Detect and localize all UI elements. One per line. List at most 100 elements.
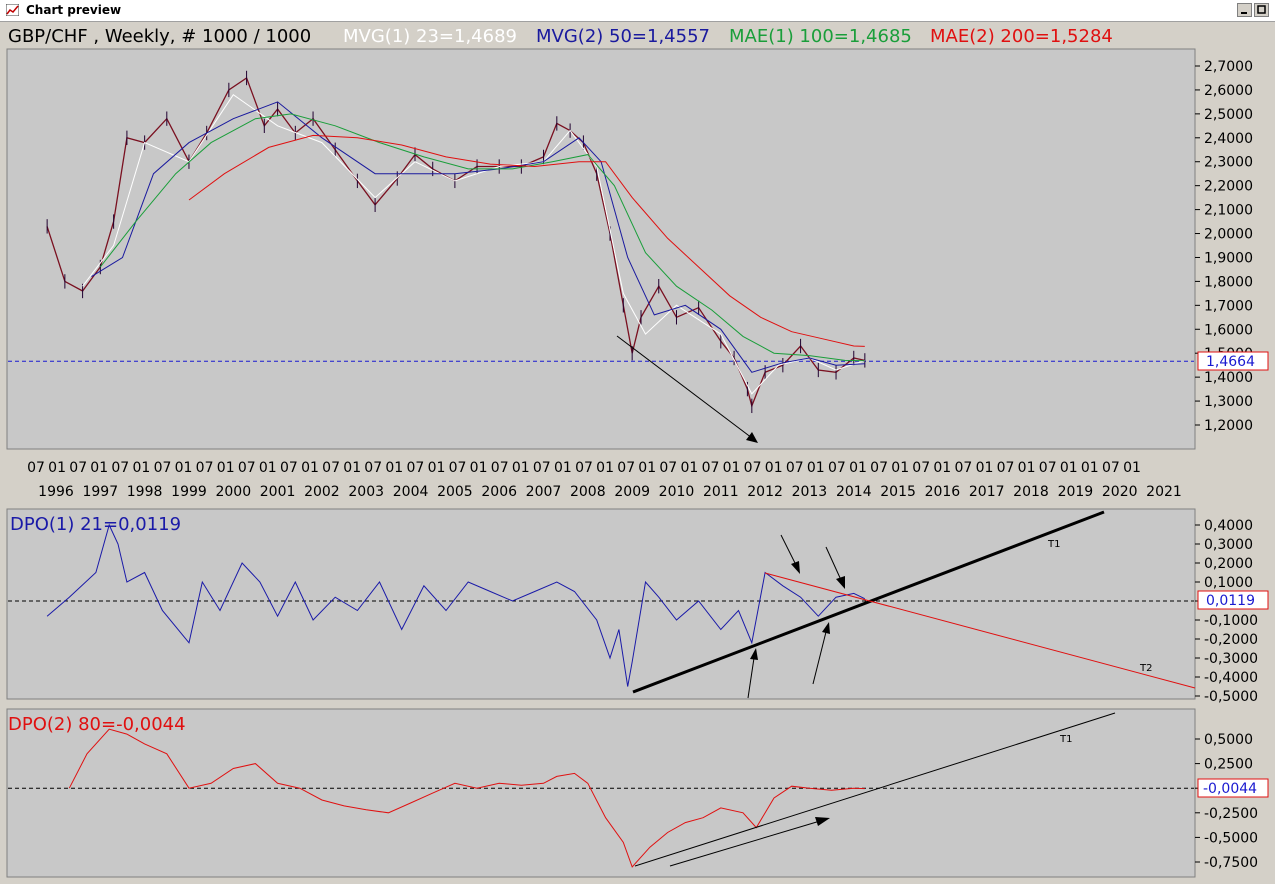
month-tick-label: 01 [48,460,66,476]
price-header-mae1: MAE(1) 100=1,4685 [729,26,912,47]
month-tick-label: 07 [575,460,593,476]
month-tick-label: 07 [27,460,45,476]
dpo1-arrow-2 [825,546,842,581]
month-tick-label: 07 [828,460,846,476]
month-tick-label: 07 [533,460,551,476]
y-tick-label: 2,3000 [1204,155,1253,171]
y-tick-label: -0,5000 [1204,830,1258,846]
year-tick-label: 2012 [747,484,783,500]
y-tick-label: 2,6000 [1204,83,1253,99]
series-line [91,101,865,373]
minimize-button[interactable] [1237,3,1252,17]
series-line [46,523,866,687]
year-tick-label: 2004 [393,484,429,500]
month-tick-label: 01 [933,460,951,476]
month-tick-label: 07 [449,460,467,476]
window-title: Chart preview [26,3,122,17]
price-header-mvg1: MVG(1) 23=1,4689 [343,26,517,47]
y-tick-label: 1,7000 [1204,298,1253,314]
maximize-icon [1257,5,1266,14]
y-tick-label: -0,2000 [1204,632,1258,648]
y-tick-label: 0,3000 [1204,537,1253,553]
dpo1-arrow-1 [780,534,797,566]
series-line [188,134,865,347]
year-tick-label: 1998 [127,484,163,500]
year-tick-label: 2015 [880,484,916,500]
year-tick-label: 1997 [82,484,118,500]
year-tick-label: 2000 [215,484,251,500]
month-tick-label: 07 [1102,460,1120,476]
year-tick-label: 2017 [969,484,1005,500]
series-line [99,113,865,362]
dpo1-trendline-t2 [764,572,1196,689]
dpo1-arrowhead-1 [791,561,800,574]
month-tick-label: 01 [470,460,488,476]
year-tick-label: 2013 [792,484,828,500]
month-tick-label: 01 [385,460,403,476]
month-tick-label: 07 [744,460,762,476]
chart-app-icon [6,4,19,16]
dpo2-trendline-t1 [634,712,1116,867]
month-tick-label: 07 [280,460,298,476]
month-tick-label: 01 [1081,460,1099,476]
y-tick-label: 2,1000 [1204,203,1253,219]
minimize-icon [1241,12,1247,14]
price-annotation-line [616,335,753,439]
dpo1-trendline-t1 [632,510,1105,694]
year-tick-label: 2014 [836,484,872,500]
dpo1-arrowhead-2 [836,576,845,589]
year-tick-label: 2011 [703,484,739,500]
year-tick-label: 2002 [304,484,340,500]
month-tick-label: 07 [786,460,804,476]
dpo1-arrowhead-3 [750,648,758,660]
month-tick-label: 07 [111,460,129,476]
month-tick-label: 01 [1018,460,1036,476]
y-tick-label: -0,4000 [1204,670,1258,686]
month-tick-label: 07 [364,460,382,476]
price-panel [6,48,1196,450]
month-tick-label: 01 [596,460,614,476]
year-tick-label: 2016 [925,484,961,500]
y-tick-label: -0,7500 [1204,855,1258,871]
month-tick-label: 07 [702,460,720,476]
y-tick-label: 1,4000 [1204,370,1253,386]
month-tick-label: 07 [406,460,424,476]
y-tick-label: 0,2500 [1204,757,1253,773]
year-tick-label: 2008 [570,484,606,500]
month-tick-label: 01 [765,460,783,476]
dpo1-current-badge [1197,590,1269,610]
price-header-mvg2: MVG(2) 50=1,4557 [536,26,710,47]
month-tick-label: 07 [196,460,214,476]
y-tick-label: 1,8000 [1204,274,1253,290]
month-tick-label: 07 [912,460,930,476]
price-header-mae2: MAE(2) 200=1,5284 [930,26,1113,47]
month-tick-label: 01 [891,460,909,476]
dpo2-arrowhead [815,817,830,826]
month-tick-label: 01 [723,460,741,476]
year-tick-label: 2018 [1013,484,1049,500]
y-tick-label: 1,6000 [1204,322,1253,338]
y-tick-label: 0,4000 [1204,518,1253,534]
month-tick-label: 07 [659,460,677,476]
dpo1-current-value: 0,0119 [1206,593,1255,609]
dpo1-arrow-3 [747,657,755,699]
dpo1-arrowhead-4 [822,622,830,634]
month-tick-label: 01 [554,460,572,476]
y-tick-label: 0,5000 [1204,732,1253,748]
dpo2-current-value: -0,0044 [1203,781,1257,797]
dpo2-panel [6,708,1196,878]
y-tick-label: 0,2000 [1204,556,1253,572]
maximize-button[interactable] [1254,3,1269,17]
dpo1-header: DPO(1) 21=0,0119 [10,514,181,535]
year-tick-label: 2009 [614,484,650,500]
chart-canvas: GBP/CHF , Weekly, # 1000 / 1000 MVG(1) 2… [6,26,1269,878]
month-tick-label: 01 [217,460,235,476]
y-tick-label: 2,0000 [1204,227,1253,243]
month-tick-label: 07 [154,460,172,476]
month-tick-label: 01 [1060,460,1078,476]
y-tick-label: -0,3000 [1204,651,1258,667]
month-tick-label: 01 [680,460,698,476]
month-tick-label: 07 [69,460,87,476]
price-plot: 1,20001,30001,40001,50001,60001,70001,80… [8,59,1253,434]
y-tick-label: 2,2000 [1204,179,1253,195]
